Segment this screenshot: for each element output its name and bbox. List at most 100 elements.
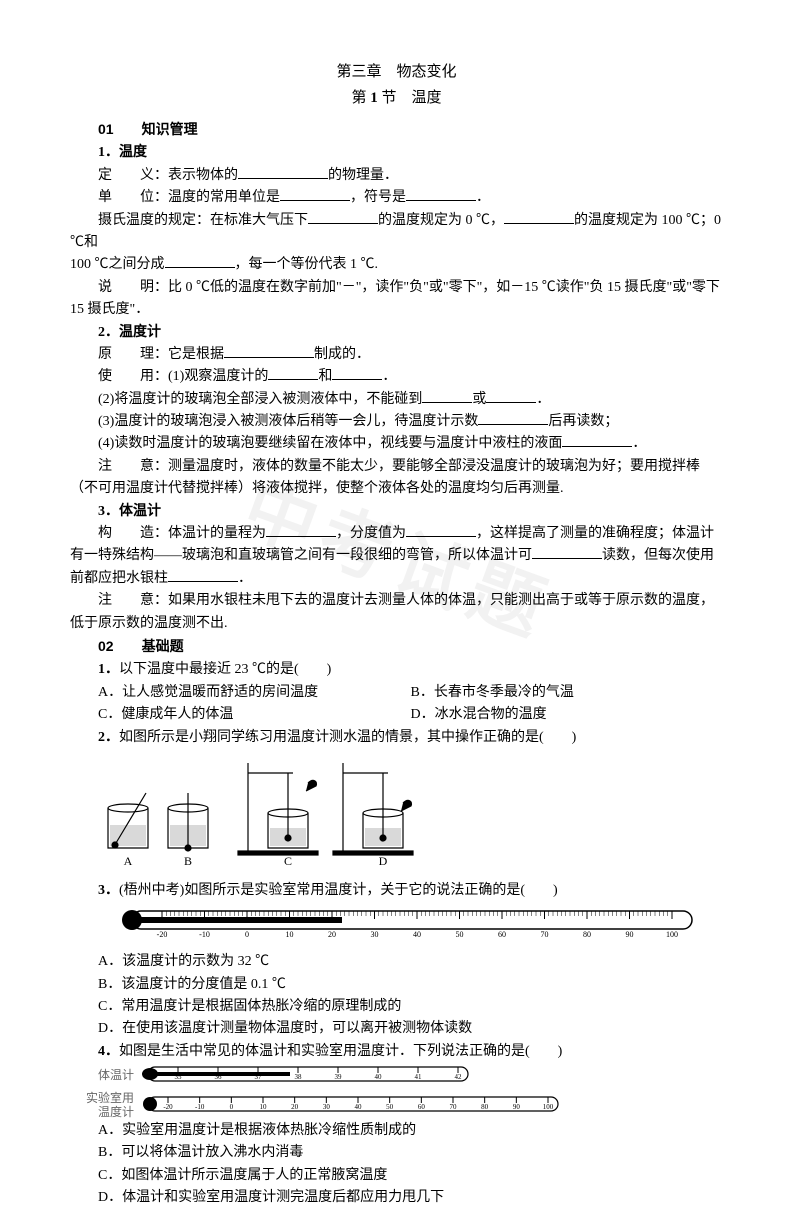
k1-c-2: 的温度规定为 0 ℃，: [378, 213, 504, 228]
k2-u1b: 和: [318, 369, 332, 384]
section-02-label: 基础题: [142, 640, 184, 655]
q3-text: (梧州中考)如图所示是实验室常用温度计，关于它的说法正确的是( ): [119, 883, 558, 898]
svg-text:50: 50: [386, 1103, 394, 1111]
k2-u2b: 或: [472, 392, 486, 407]
beaker-label-B: B: [184, 854, 192, 868]
k2-u1: (1)观察温度计的: [168, 369, 268, 384]
svg-text:50: 50: [456, 930, 464, 939]
q4-optA: A．实验室用温度计是根据液体热胀冷缩性质制成的: [70, 1120, 723, 1142]
q4-optC: C．如图体温计所示温度属于人的正常腋窝温度: [70, 1165, 723, 1187]
k2-n-label: 注 意：: [98, 459, 168, 474]
q4-optB: B．可以将体温计放入沸水内消毒: [70, 1142, 723, 1164]
q1-text: 以下温度中最接近 23 ℃的是( ): [119, 662, 331, 677]
k2-u3b: 后再读数；: [548, 414, 618, 429]
section-title-num: 1: [370, 90, 378, 106]
k1-num: 1．: [98, 145, 119, 160]
svg-text:90: 90: [512, 1103, 520, 1111]
blank: [168, 568, 238, 582]
section-title-suffix: 节 温度: [378, 90, 442, 106]
blank: [266, 523, 336, 537]
blank: [280, 187, 350, 201]
k3-s5: ．: [238, 571, 252, 586]
k1-heading: 1．温度: [70, 142, 723, 164]
k2-note: 注 意：测量温度时，液体的数量不能太少，要能够全部浸没温度计的玻璃泡为好；要用搅…: [70, 456, 723, 501]
k3-title: 体温计: [119, 504, 161, 519]
k2-use4: (4)读数时温度计的玻璃泡要继续留在液体中，视线要与温度计中液柱的液面 ．: [70, 433, 723, 455]
lab-thermometer-diagram: -20-100102030405060708090100: [112, 907, 712, 939]
q1-optD: D．冰水混合物的温度: [411, 704, 724, 726]
blank: [224, 344, 314, 358]
beaker-label-A: A: [124, 854, 133, 868]
q3-optC: C．常用温度计是根据固体热胀冷缩的原理制成的: [70, 996, 723, 1018]
section-01-heading: 01 知识管理: [70, 118, 723, 142]
svg-text:30: 30: [371, 930, 379, 939]
k2-use2: (2)将温度计的玻璃泡全部浸入被测液体中，不能碰到或．: [70, 389, 723, 411]
k2-u4a: (4)读数时温度计的玻璃泡要继续留在液体中，视线要与温度计中液柱的液面: [98, 436, 562, 451]
svg-text:60: 60: [417, 1103, 425, 1111]
blank: [562, 433, 632, 447]
q4-text: 如图是生活中常见的体温计和实验室用温度计．下列说法正确的是( ): [119, 1044, 562, 1059]
q2: 2．如图所示是小翔同学练习用温度计测水温的情景，其中操作正确的是( ): [70, 727, 723, 749]
svg-text:-10: -10: [194, 1103, 204, 1111]
k1-c-5: ，每一个等份代表 1 ℃.: [235, 257, 379, 272]
k2-p-1: 它是根据: [168, 347, 224, 362]
q4-num: 4．: [98, 1044, 119, 1059]
q1-optA: A．让人感觉温暖而舒适的房间温度: [98, 682, 411, 704]
beaker-diagram: A B C D: [98, 753, 418, 868]
q3-optD: D．在使用该温度计测量物体温度时，可以离开被测物体读数: [70, 1018, 723, 1040]
blank: [406, 187, 476, 201]
svg-text:37: 37: [254, 1073, 262, 1081]
svg-text:100: 100: [542, 1103, 553, 1111]
blank: [422, 389, 472, 403]
blank: [406, 523, 476, 537]
q2-text: 如图所示是小翔同学练习用温度计测水温的情景，其中操作正确的是( ): [119, 730, 576, 745]
blank: [532, 545, 602, 559]
k2-u4b: ．: [632, 436, 646, 451]
q3-figure: -20-100102030405060708090100: [70, 907, 723, 947]
q1-num: 1．: [98, 662, 119, 677]
k1-unit: 单 位：温度的常用单位是，符号是．: [70, 187, 723, 209]
k1-unit-3: ．: [476, 190, 490, 205]
q1-optB: B．长春市冬季最冷的气温: [411, 682, 724, 704]
svg-text:0: 0: [245, 930, 249, 939]
svg-text:80: 80: [583, 930, 591, 939]
q2-num: 2．: [98, 730, 119, 745]
blank: [486, 389, 536, 403]
section-title: 第 1 节 温度: [70, 86, 723, 110]
k1-n-label: 说 明：: [98, 280, 168, 295]
svg-text:70: 70: [449, 1103, 457, 1111]
k2-p-2: 制成的．: [314, 347, 370, 362]
svg-text:40: 40: [354, 1103, 362, 1111]
k2-u-label: 使 用：: [98, 369, 168, 384]
svg-text:35: 35: [174, 1073, 182, 1081]
svg-text:100: 100: [666, 930, 678, 939]
k1-def-label: 定 义：: [98, 168, 168, 183]
blank: [238, 165, 328, 179]
blank: [504, 210, 574, 224]
k3-s-label: 构 造：: [98, 526, 168, 541]
svg-text:20: 20: [291, 1103, 299, 1111]
section-01-label: 知识管理: [142, 123, 198, 138]
svg-text:-10: -10: [199, 930, 210, 939]
k1-title: 温度: [119, 145, 147, 160]
body-thermo-label: 体温计: [84, 1068, 134, 1082]
k2-use3: (3)温度计的玻璃泡浸入被测液体后稍等一会儿，待温度计示数后再读数；: [70, 411, 723, 433]
k2-heading: 2．温度计: [70, 322, 723, 344]
k2-u2c: ．: [536, 392, 550, 407]
section-02-num: 02: [98, 638, 114, 654]
svg-text:20: 20: [328, 930, 336, 939]
blank: [268, 366, 318, 380]
svg-text:0: 0: [229, 1103, 233, 1111]
blank: [332, 366, 382, 380]
k1-celsius: 摄氏温度的规定：在标准大气压下的温度规定为 0 ℃，的温度规定为 100 ℃；0…: [70, 210, 723, 255]
q4-figure: 体温计 3536373839404142 实验室用温度计 -20-1001020…: [84, 1063, 723, 1120]
k3-heading: 3．体温计: [70, 501, 723, 523]
q1: 1．以下温度中最接近 23 ℃的是( ): [70, 659, 723, 681]
blank: [308, 210, 378, 224]
blank: [478, 411, 548, 425]
svg-text:70: 70: [541, 930, 549, 939]
beaker-label-C: C: [284, 854, 292, 868]
k2-principle: 原 理：它是根据制成的．: [70, 344, 723, 366]
lab-thermo-label: 实验室用温度计: [84, 1091, 134, 1120]
q1-options: A．让人感觉温暖而舒适的房间温度 B．长春市冬季最冷的气温 C．健康成年人的体温…: [70, 682, 723, 727]
